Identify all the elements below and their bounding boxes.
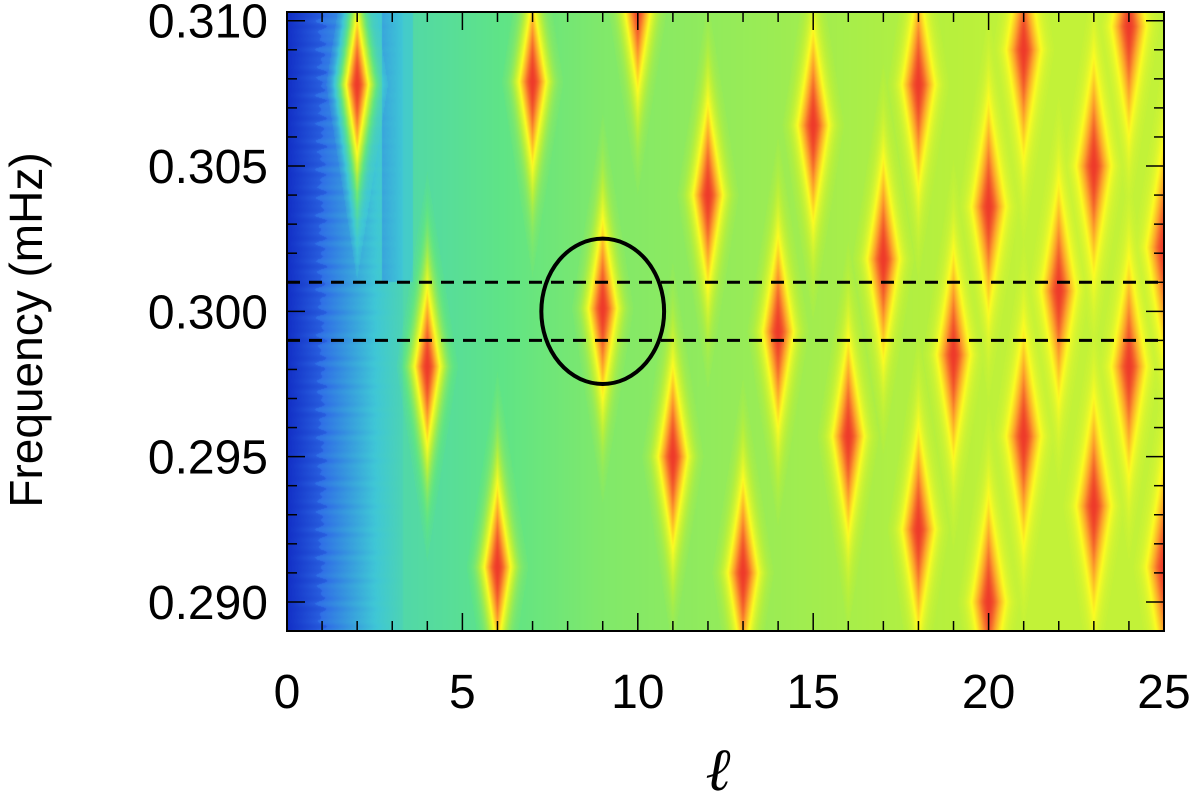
tick-marks — [286, 12, 1165, 632]
x-tick-label: 0 — [274, 666, 301, 719]
y-tick-label: 0.295 — [148, 432, 268, 485]
y-tick-label: 0.300 — [148, 286, 268, 339]
x-tick-label: 5 — [449, 666, 476, 719]
tick-labels: 0 5 10 15 20 25 0.290 0.295 0.300 0.305 0.310 — [148, 0, 1191, 719]
heatmap-surface — [287, 12, 1164, 631]
y-axis-title: Frequency (mHz) — [0, 152, 52, 507]
x-tick-label: 15 — [787, 666, 840, 719]
highlight-ellipse — [539, 236, 667, 386]
y-tick-label: 0.290 — [148, 577, 268, 630]
plot-frame — [286, 11, 1165, 632]
heatmap-canvas-holder — [287, 12, 1164, 631]
y-tick-label: 0.305 — [148, 141, 268, 194]
x-tick-label: 10 — [611, 666, 664, 719]
overlay-group — [287, 236, 1164, 386]
x-tick-label: 20 — [962, 666, 1015, 719]
x-axis-title: ℓ — [706, 735, 731, 805]
x-tick-label: 25 — [1137, 666, 1190, 719]
y-tick-label: 0.310 — [148, 0, 268, 49]
